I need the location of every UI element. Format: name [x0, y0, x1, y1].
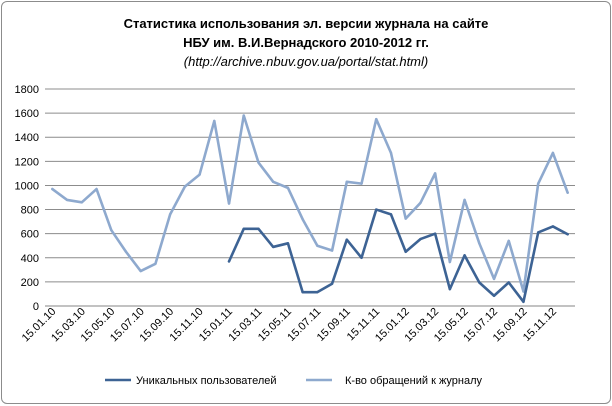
data-point	[463, 254, 466, 257]
data-point	[507, 281, 510, 284]
data-point	[139, 269, 142, 273]
y-tick-label: 1400	[15, 132, 39, 144]
data-point	[198, 173, 201, 176]
data-point	[330, 249, 334, 252]
data-point	[507, 239, 510, 243]
data-point	[492, 277, 496, 281]
data-point	[154, 262, 157, 266]
data-point	[242, 227, 245, 231]
data-point	[183, 185, 187, 188]
y-tick-label: 0	[33, 301, 39, 313]
data-point	[316, 290, 319, 294]
data-point	[419, 201, 422, 205]
data-point	[95, 187, 98, 191]
data-point	[551, 225, 555, 228]
data-point	[110, 228, 113, 232]
y-tick-label: 1800	[15, 84, 39, 96]
data-point	[492, 294, 496, 297]
legend-label: К-во обращений к журналу	[345, 375, 483, 387]
data-point	[448, 260, 452, 264]
chart-subtitle: (http://archive.nbuv.gov.ua/portal/stat.…	[183, 54, 429, 69]
chart-title: Статистика использования эл. версии журн…	[2, 14, 610, 71]
data-point	[478, 281, 481, 284]
data-point	[257, 161, 260, 164]
data-point	[168, 213, 172, 216]
series-line	[51, 114, 569, 293]
data-point	[227, 260, 231, 263]
data-point	[566, 191, 569, 194]
data-point	[301, 218, 304, 221]
y-tick-label: 400	[21, 253, 39, 265]
legend-label: Уникальных пользователей	[136, 375, 277, 387]
data-point	[271, 245, 275, 249]
data-point	[551, 151, 555, 155]
legend: Уникальных пользователей К-во обращений к…	[105, 375, 483, 387]
data-point	[375, 208, 378, 211]
data-point	[360, 182, 363, 185]
data-point	[566, 233, 569, 236]
data-point	[389, 213, 393, 216]
data-point	[213, 119, 216, 123]
data-point	[80, 201, 84, 204]
chart-title-line-2: НБУ им. В.И.Вернадского 2010-2012 гг.	[183, 35, 429, 50]
data-point	[522, 290, 525, 293]
series-line	[227, 208, 569, 304]
data-point	[522, 300, 525, 303]
data-point	[536, 182, 540, 185]
data-point	[433, 172, 437, 175]
data-point	[124, 250, 128, 253]
data-point	[419, 237, 422, 241]
data-point	[375, 117, 378, 121]
chart-title-line-1: Статистика использования эл. версии журн…	[123, 16, 489, 31]
y-tick-label: 1600	[15, 108, 39, 120]
data-point	[242, 114, 245, 117]
data-point	[360, 256, 363, 259]
data-point	[448, 287, 452, 291]
data-point	[536, 231, 540, 234]
y-tick-label: 1000	[15, 180, 39, 192]
data-point	[316, 244, 319, 247]
data-point	[51, 187, 54, 191]
y-tick-label: 600	[21, 229, 39, 241]
data-point	[404, 250, 407, 253]
data-point	[404, 217, 407, 220]
data-point	[345, 238, 349, 241]
data-point	[286, 242, 290, 245]
data-point	[271, 180, 275, 184]
data-point	[463, 198, 466, 202]
data-point	[286, 186, 290, 190]
y-tick-label: 800	[21, 205, 39, 217]
data-point	[301, 290, 304, 294]
data-point	[433, 232, 437, 235]
data-point	[389, 151, 393, 155]
series-lines	[51, 114, 569, 304]
y-axis-tick-labels: 0 200 400 600 800 1000 1200 1400 1600 1800	[15, 84, 39, 313]
data-point	[478, 242, 481, 245]
data-point	[227, 202, 231, 205]
y-tick-label: 200	[21, 277, 39, 289]
y-tick-label: 1200	[15, 156, 39, 168]
data-point	[330, 282, 334, 285]
data-point	[65, 198, 69, 202]
data-point	[257, 227, 260, 231]
data-point	[345, 180, 349, 184]
x-axis-tick-labels: 15.01.1015.03.1015.05.1015.07.1015.09.10…	[20, 306, 559, 345]
gridlines	[45, 88, 575, 307]
